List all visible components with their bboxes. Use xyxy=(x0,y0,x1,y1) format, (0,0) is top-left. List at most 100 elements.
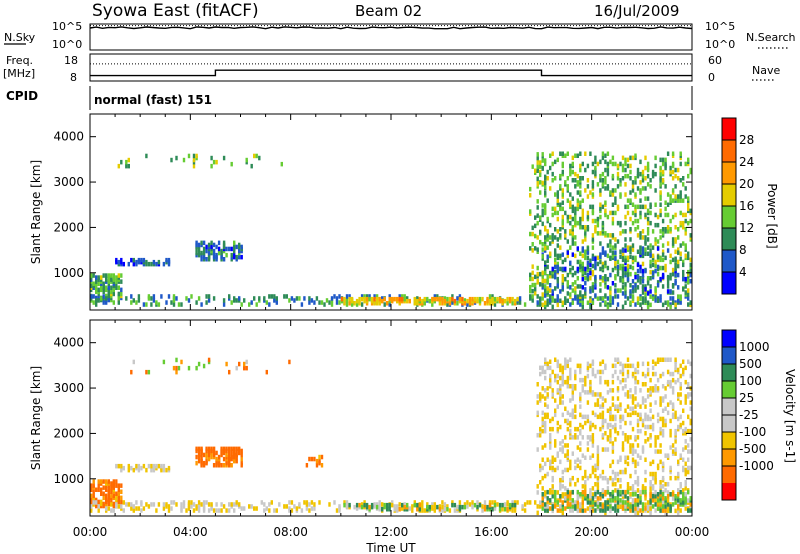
range-cell xyxy=(574,184,577,189)
range-cell xyxy=(132,359,135,365)
range-cell xyxy=(601,178,605,183)
range-cell xyxy=(641,284,645,289)
range-cell xyxy=(536,490,539,495)
range-cell xyxy=(689,257,692,263)
range-cell xyxy=(596,231,600,236)
range-cell xyxy=(536,504,539,509)
range-cell xyxy=(654,259,657,265)
range-cell xyxy=(536,160,539,165)
range-cell xyxy=(195,504,198,509)
range-cell xyxy=(659,426,662,432)
range-cell xyxy=(669,218,672,224)
range-cell xyxy=(551,416,554,422)
range-cell xyxy=(355,506,359,511)
range-cell xyxy=(481,296,484,302)
range-cell xyxy=(546,471,549,477)
range-cell xyxy=(661,357,665,362)
range-cell xyxy=(599,426,602,432)
range-cell xyxy=(591,263,595,269)
range-cell xyxy=(403,504,406,510)
range-cell xyxy=(636,506,640,511)
range-cell xyxy=(621,167,625,173)
range-cell xyxy=(431,502,434,507)
range-cell xyxy=(641,169,645,175)
range-cell xyxy=(539,300,542,305)
range-cell xyxy=(318,500,321,505)
range-cell xyxy=(601,488,605,493)
range-cell xyxy=(466,504,469,509)
range-cell xyxy=(536,433,539,438)
range-cell xyxy=(611,489,615,495)
range-cell xyxy=(428,504,431,510)
range-cell xyxy=(551,304,554,310)
range-cell xyxy=(594,165,597,171)
range-cell xyxy=(217,246,221,252)
range-cell xyxy=(541,410,544,416)
range-cell xyxy=(290,508,294,513)
range-cell xyxy=(463,301,467,306)
range-cell xyxy=(689,272,692,278)
range-cell xyxy=(581,276,584,282)
range-cell xyxy=(614,422,617,428)
range-cell xyxy=(689,392,692,397)
range-cell xyxy=(584,237,587,242)
y-tick-label: 4000 xyxy=(53,336,84,350)
range-cell xyxy=(117,504,120,509)
range-cell xyxy=(629,473,632,479)
range-cell xyxy=(541,276,544,281)
range-cell xyxy=(599,173,602,179)
range-cell xyxy=(541,492,544,497)
range-cell xyxy=(654,361,657,367)
range-cell xyxy=(458,296,462,302)
range-cell xyxy=(551,206,554,212)
range-cell xyxy=(616,357,620,362)
x-tick-label: 00:00 xyxy=(675,525,710,539)
range-cell xyxy=(664,488,667,493)
range-cell xyxy=(215,244,218,250)
range-cell xyxy=(225,361,228,367)
range-cell xyxy=(644,239,647,244)
range-cell xyxy=(127,261,130,267)
range-cell xyxy=(636,361,640,367)
range-cell xyxy=(115,479,118,484)
range-cell xyxy=(343,296,346,302)
range-cell xyxy=(446,296,449,302)
range-cell xyxy=(544,508,547,513)
range-cell xyxy=(496,296,499,302)
range-cell xyxy=(614,161,617,167)
x-tick-label: 20:00 xyxy=(574,525,609,539)
range-cell xyxy=(541,278,544,284)
range-cell xyxy=(381,296,384,301)
range-cell xyxy=(634,367,637,373)
range-cell xyxy=(661,218,665,224)
range-cell xyxy=(258,296,261,301)
range-cell xyxy=(551,151,554,156)
range-cell xyxy=(669,465,672,471)
range-cell xyxy=(554,252,557,257)
range-cell xyxy=(682,447,685,452)
range-cell xyxy=(646,182,650,187)
range-cell xyxy=(162,463,166,469)
range-cell xyxy=(579,447,582,452)
range-cell xyxy=(664,418,667,424)
range-cell xyxy=(604,159,607,165)
range-cell xyxy=(584,291,587,296)
range-cell xyxy=(413,502,416,508)
range-cell xyxy=(641,445,645,450)
range-cell xyxy=(157,259,161,265)
range-cell xyxy=(654,371,657,377)
range-cell xyxy=(682,198,685,203)
range-cell xyxy=(100,487,103,492)
range-cell xyxy=(501,507,504,512)
range-cell xyxy=(636,262,640,268)
range-cell xyxy=(626,157,630,163)
range-cell xyxy=(641,250,645,255)
y-tick-label: 2000 xyxy=(53,426,84,440)
range-cell xyxy=(604,418,607,424)
range-cell xyxy=(614,256,617,261)
range-cell xyxy=(684,194,687,199)
range-cell xyxy=(641,489,645,495)
range-cell xyxy=(629,169,632,175)
range-cell xyxy=(205,248,208,254)
range-cell xyxy=(375,504,379,510)
